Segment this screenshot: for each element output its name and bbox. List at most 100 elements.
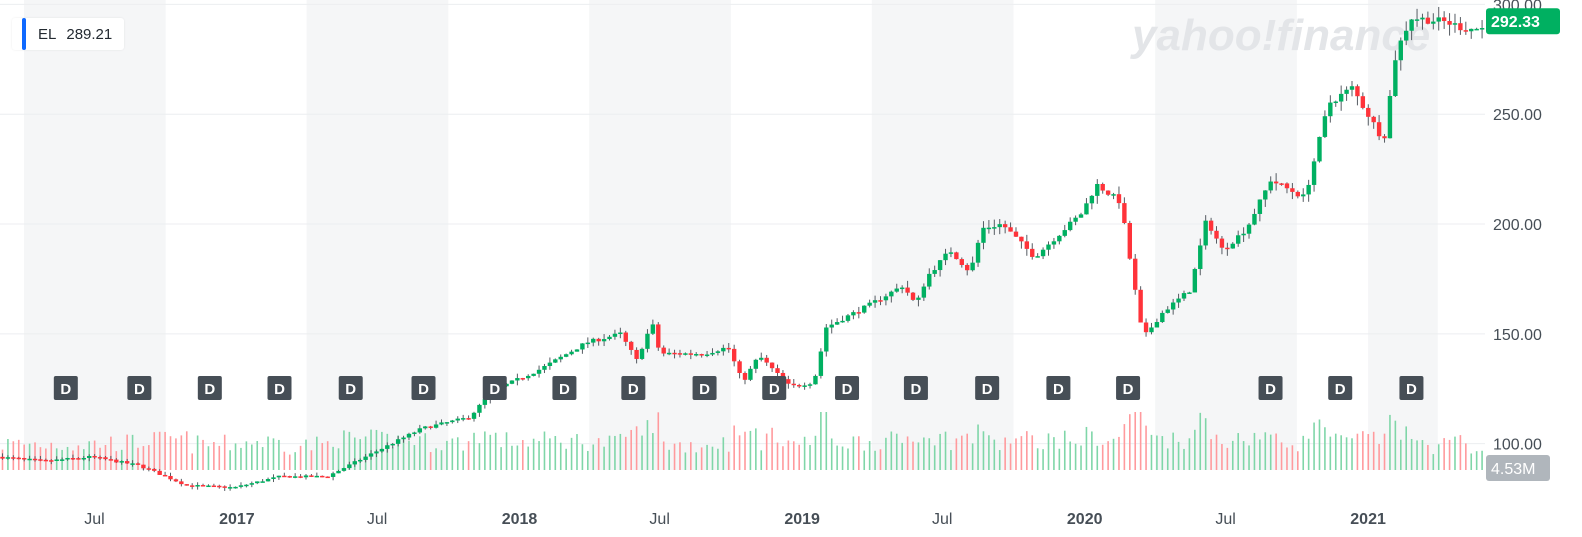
price-candles[interactable] bbox=[0, 6, 1485, 491]
dividend-marker-label: D bbox=[1335, 381, 1346, 398]
candle-body bbox=[59, 459, 65, 461]
candle-body bbox=[1138, 289, 1143, 323]
candle-body bbox=[1225, 247, 1230, 250]
dividend-marker[interactable]: D bbox=[1328, 376, 1353, 400]
candle-body bbox=[509, 380, 515, 384]
dividend-marker-label: D bbox=[628, 381, 639, 398]
dividend-marker[interactable]: D bbox=[552, 376, 577, 400]
dividend-marker-box bbox=[1116, 376, 1141, 400]
dividend-marker[interactable]: D bbox=[267, 376, 292, 400]
dividend-marker[interactable]: D bbox=[338, 376, 363, 400]
candle-body bbox=[76, 458, 81, 460]
candle-body bbox=[271, 477, 276, 480]
candle-body bbox=[1208, 220, 1214, 231]
dividend-marker-box bbox=[975, 376, 1000, 400]
dividend-marker[interactable]: D bbox=[1116, 376, 1141, 400]
x-axis-ticks: Jul 2017 Jul 2018 Jul 2019 Jul 2020 Jul 2021 bbox=[84, 511, 1386, 528]
last-volume-value: 4.53M bbox=[1491, 461, 1535, 478]
candle-body bbox=[986, 227, 992, 230]
candle-body bbox=[81, 457, 86, 460]
last-price-value: 292.33 bbox=[1491, 14, 1540, 31]
candle-body bbox=[753, 359, 759, 369]
candle-body bbox=[1235, 235, 1241, 244]
candle-body bbox=[471, 412, 477, 419]
candle-body bbox=[872, 300, 878, 303]
candle-body bbox=[1181, 293, 1187, 299]
candle-body bbox=[916, 297, 921, 300]
candle-body bbox=[374, 451, 379, 454]
dividend-marker-box bbox=[762, 376, 787, 400]
candle-body bbox=[591, 338, 596, 343]
candle-body bbox=[238, 485, 244, 487]
dividend-marker[interactable]: D bbox=[762, 376, 787, 400]
dividend-marker[interactable]: D bbox=[197, 376, 222, 400]
candle-body bbox=[1414, 19, 1420, 21]
candle-body bbox=[666, 352, 672, 355]
candle-body bbox=[1051, 241, 1057, 245]
candle-body bbox=[292, 476, 298, 478]
dividend-marker-box bbox=[127, 376, 152, 400]
candle-body bbox=[937, 260, 943, 271]
candle-body bbox=[764, 357, 769, 363]
candle-body bbox=[168, 475, 173, 480]
dividend-marker[interactable]: D bbox=[411, 376, 436, 400]
dividend-marker[interactable]: D bbox=[482, 376, 507, 400]
candle-body bbox=[775, 368, 780, 373]
candle-body bbox=[1078, 214, 1084, 218]
candle-body bbox=[1192, 269, 1198, 293]
dividend-marker-label: D bbox=[134, 381, 145, 398]
y-tick-label: 200.00 bbox=[1493, 217, 1542, 234]
x-tick-label: Jul bbox=[84, 511, 104, 528]
dividend-marker-box bbox=[197, 376, 222, 400]
dividend-marker[interactable]: D bbox=[1046, 376, 1071, 400]
dividend-marker[interactable]: D bbox=[1399, 376, 1424, 400]
candle-body bbox=[124, 461, 130, 464]
dividend-marker[interactable]: D bbox=[692, 376, 717, 400]
candle-body bbox=[450, 420, 455, 423]
candle-body bbox=[38, 459, 43, 461]
candle-body bbox=[1404, 30, 1409, 41]
dividend-marker[interactable]: D bbox=[53, 376, 78, 400]
x-tick-label: 2018 bbox=[502, 511, 538, 528]
candle-body bbox=[1360, 96, 1366, 108]
legend-color-bar bbox=[22, 18, 26, 50]
candle-body bbox=[92, 455, 97, 458]
candle-body bbox=[1013, 231, 1019, 237]
candle-body bbox=[607, 336, 612, 340]
dividend-marker[interactable]: D bbox=[903, 376, 928, 400]
candle-body bbox=[330, 473, 336, 477]
candle-body bbox=[585, 342, 591, 345]
candle-body bbox=[878, 300, 883, 302]
candle-body bbox=[1409, 19, 1414, 31]
candle-body bbox=[536, 369, 542, 374]
x-tick-label: Jul bbox=[1215, 511, 1235, 528]
candle-body bbox=[433, 424, 439, 428]
dividend-marker-label: D bbox=[489, 381, 500, 398]
candle-body bbox=[726, 347, 731, 350]
candle-body bbox=[954, 252, 959, 260]
dividend-marker[interactable]: D bbox=[127, 376, 152, 400]
candle-body bbox=[460, 418, 466, 420]
dividend-marker[interactable]: D bbox=[835, 376, 860, 400]
candle-body bbox=[1469, 28, 1474, 32]
candle-body bbox=[0, 456, 5, 459]
dividend-marker[interactable]: D bbox=[621, 376, 646, 400]
candle-body bbox=[43, 459, 49, 462]
dividend-marker[interactable]: D bbox=[1258, 376, 1283, 400]
candle-body bbox=[1344, 89, 1349, 94]
candle-body bbox=[1057, 235, 1062, 242]
candle-body bbox=[943, 253, 948, 261]
candle-body bbox=[899, 287, 905, 290]
dividend-marker-label: D bbox=[842, 381, 853, 398]
candle-body bbox=[1322, 116, 1328, 137]
candle-body bbox=[694, 354, 699, 356]
candle-body bbox=[618, 332, 623, 335]
candle-body bbox=[1170, 302, 1176, 310]
candle-body bbox=[1393, 60, 1398, 97]
dividend-marker[interactable]: D bbox=[975, 376, 1000, 400]
symbol-legend[interactable]: EL 289.21 bbox=[12, 18, 125, 50]
candle-body bbox=[325, 476, 330, 479]
candle-body bbox=[862, 305, 867, 313]
